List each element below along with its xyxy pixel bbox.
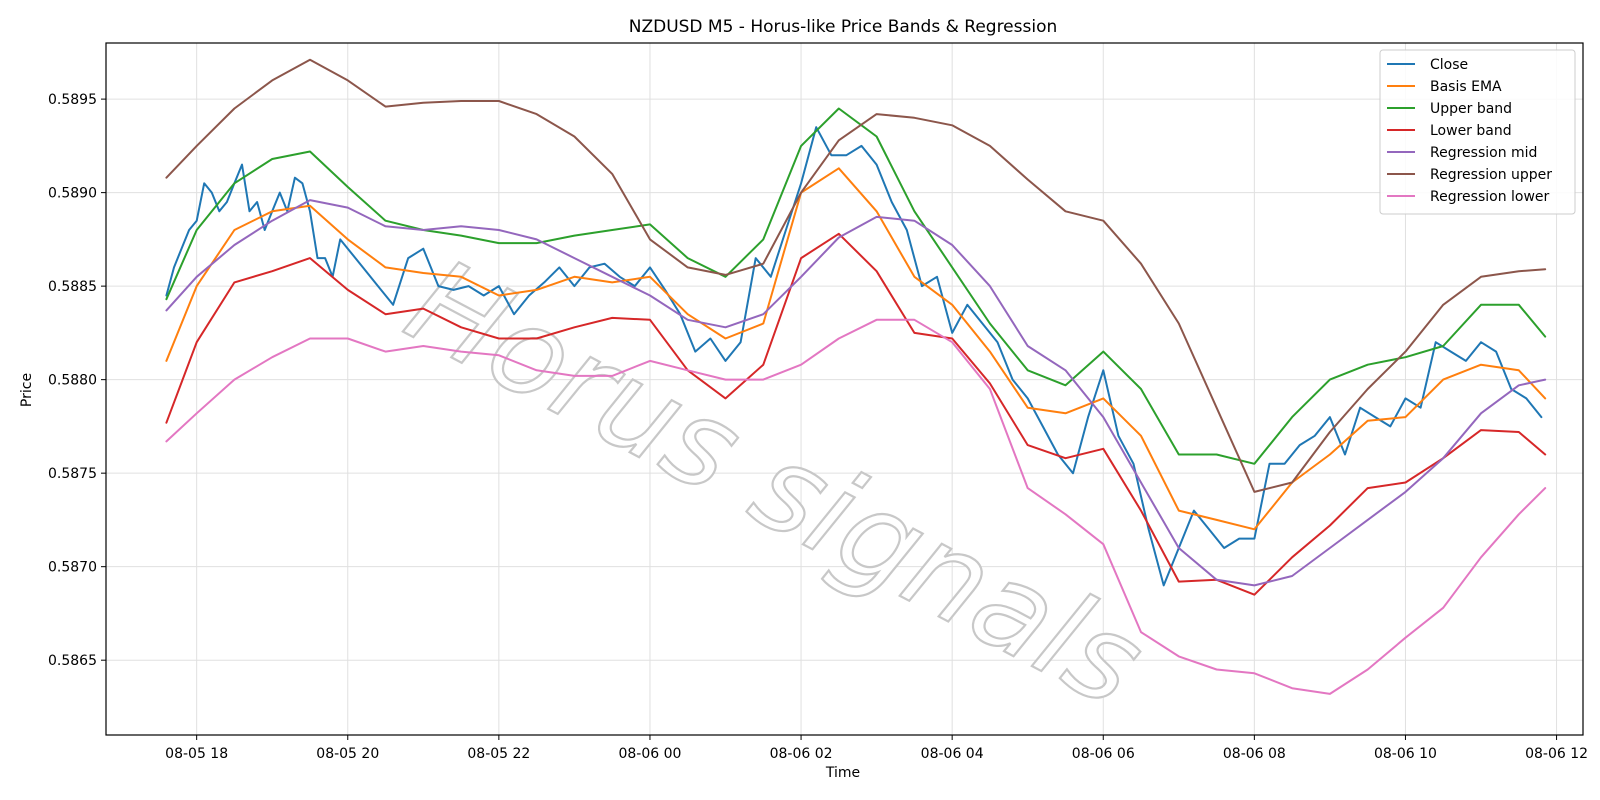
legend-label: Close [1430,57,1468,73]
y-axis-ticks: 0.5865 0.5870 0.5875 0.5880 0.5885 0.5890 0.58… [48,92,106,669]
y-axis-title: Price [19,373,35,407]
y-tick-label: 0.5865 [48,653,97,669]
grid [106,43,1583,735]
x-tick-label: 08-06 08 [1223,746,1286,762]
x-tick-label: 08-05 18 [165,746,228,762]
series-line-regression-mid [165,199,1547,587]
y-tick-label: 0.5870 [48,560,97,576]
legend-label: Regression upper [1430,167,1552,183]
y-tick-label: 0.5890 [48,186,97,202]
legend-label: Regression mid [1430,145,1537,161]
series-line-basis-ema [165,167,1547,531]
watermark-text: Horus signals [386,233,1164,735]
x-tick-label: 08-06 00 [618,746,681,762]
x-tick-label: 08-06 06 [1072,746,1135,762]
series-line-regression-lower [165,318,1547,695]
series-line-regression-upper [165,58,1547,493]
legend-label: Basis EMA [1430,79,1502,95]
y-tick-label: 0.5885 [48,279,97,295]
y-tick-label: 0.5895 [48,92,97,108]
plot-frame [105,42,1584,736]
x-tick-label: 08-06 02 [770,746,833,762]
legend-label: Upper band [1430,101,1512,117]
x-tick-label: 08-05 20 [316,746,379,762]
x-tick-label: 08-06 04 [921,746,984,762]
watermark: Horus signals [385,232,1165,736]
series-lines [165,58,1547,695]
legend-box [1379,49,1576,215]
legend-label: Regression lower [1430,189,1550,205]
legend-label: Lower band [1430,123,1512,139]
x-axis-title: Time [825,765,860,781]
x-tick-label: 08-06 12 [1525,746,1588,762]
chart-title: NZDUSD M5 - Horus-like Price Bands & Reg… [629,17,1058,37]
series-line-lower-band [165,232,1547,596]
x-axis-ticks: 08-05 18 08-05 20 08-05 22 08-06 00 08-06 02… [165,735,1588,762]
series-line-close [165,126,1543,587]
x-tick-label: 08-06 10 [1374,746,1437,762]
legend: Close Basis EMA Upper band Lower band Regres… [1379,49,1576,215]
y-tick-label: 0.5875 [48,466,97,482]
x-tick-label: 08-05 22 [467,746,530,762]
series-line-upper-band [165,107,1547,465]
y-tick-label: 0.5880 [48,373,97,389]
